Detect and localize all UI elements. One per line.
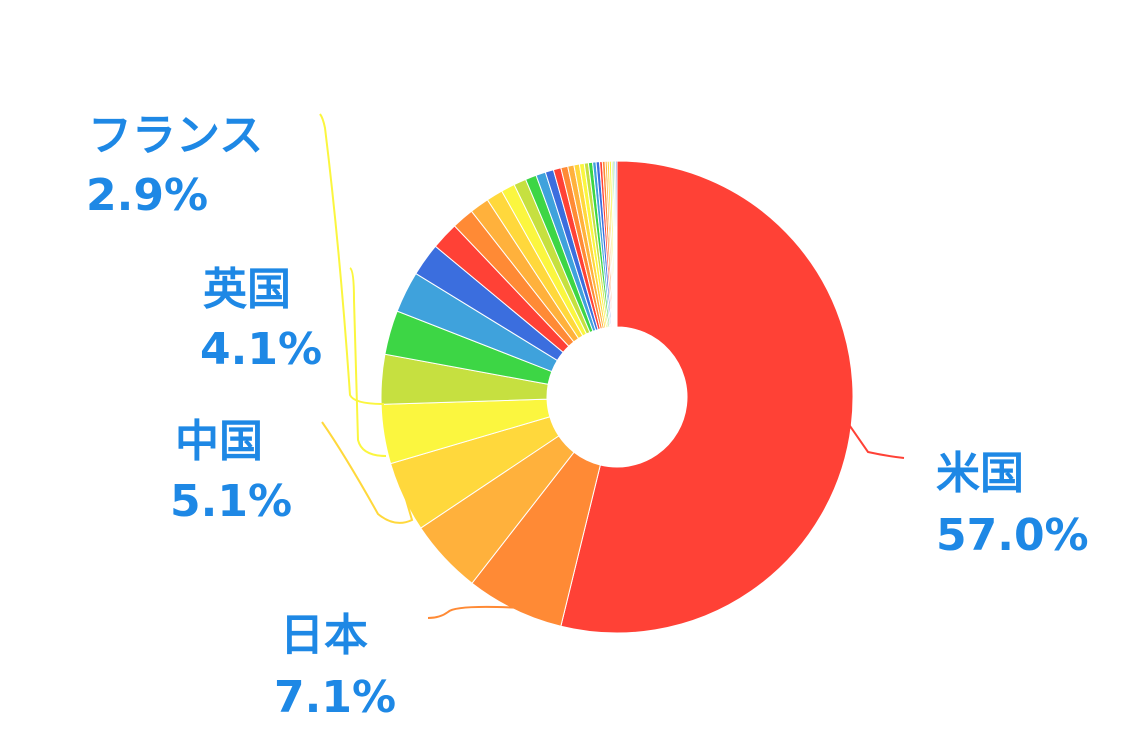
leader-line-group xyxy=(319,113,905,619)
leader-line-uk xyxy=(349,267,387,457)
leader-line-china xyxy=(321,421,414,524)
label-percent-japan: 7.1% xyxy=(274,672,396,723)
label-percent-china: 5.1% xyxy=(170,476,292,527)
slice-35 xyxy=(615,160,618,328)
label-name-uk: 英国 xyxy=(203,264,291,315)
label-percent-uk: 4.1% xyxy=(200,324,322,375)
slice-0 xyxy=(560,160,854,634)
slice-group xyxy=(380,160,854,634)
label-percent-us: 57.0% xyxy=(936,510,1089,561)
leader-line-france xyxy=(319,113,385,405)
label-name-china: 中国 xyxy=(175,416,263,467)
label-percent-france: 2.9% xyxy=(86,170,208,221)
leader-line-us xyxy=(848,424,905,459)
label-name-france: フランス xyxy=(88,110,263,161)
label-name-us: 米国 xyxy=(936,448,1024,499)
label-name-japan: 日本 xyxy=(280,610,368,661)
leader-line-japan xyxy=(427,605,516,619)
